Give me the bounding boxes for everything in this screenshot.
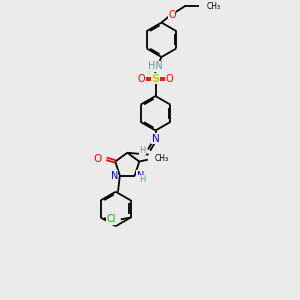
Text: O: O [93,154,101,164]
Text: CH₃: CH₃ [207,2,221,11]
Text: Cl: Cl [107,214,116,224]
Text: H: H [140,146,146,154]
Text: N: N [152,134,159,143]
Text: CH₃: CH₃ [155,154,169,163]
Text: N: N [136,171,144,181]
Text: O: O [138,74,146,84]
Text: O: O [166,74,173,84]
Text: N: N [111,171,118,181]
Text: H: H [139,175,145,184]
Text: HN: HN [148,61,162,71]
Text: S: S [152,74,160,84]
Text: O: O [168,10,176,20]
